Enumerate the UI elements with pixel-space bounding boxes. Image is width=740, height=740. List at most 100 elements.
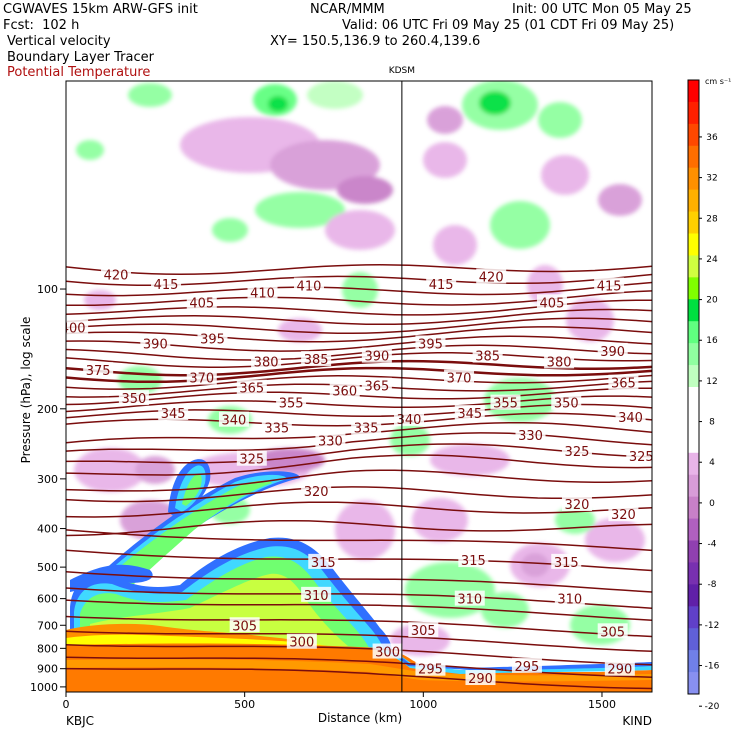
theta-contour xyxy=(66,529,652,552)
theta-label-bg xyxy=(315,432,346,448)
theta-label-bg xyxy=(608,506,639,522)
theta-label-bg xyxy=(251,353,282,369)
theta-label: 395 xyxy=(200,332,225,347)
theta-label: 325 xyxy=(565,445,590,460)
theta-label-bg xyxy=(329,382,360,398)
theta-label: 370 xyxy=(447,372,472,387)
colorbar-swatch xyxy=(688,540,699,563)
theta-label: 340 xyxy=(618,411,643,426)
theta-label: 350 xyxy=(554,397,579,412)
theta-contour xyxy=(66,469,652,492)
y-tick-label: 1000 xyxy=(30,681,58,694)
theta-label-bg xyxy=(301,586,332,602)
y-tick-label: 200 xyxy=(37,403,58,416)
theta-label: 315 xyxy=(311,556,336,571)
y-tick-label: 100 xyxy=(37,283,58,296)
left-endpoint-label: KBJC xyxy=(66,714,94,728)
colorbar-swatch xyxy=(688,343,699,366)
colorbar-swatch xyxy=(688,606,699,629)
theta-label-bg xyxy=(444,369,475,385)
x-axis: 0 500 1000 1500 xyxy=(63,692,616,711)
theta-contour xyxy=(66,308,652,326)
theta-label: 405 xyxy=(540,296,565,311)
theta-label-bg xyxy=(536,294,567,310)
theta-label: 415 xyxy=(154,278,179,293)
theta-label: 410 xyxy=(250,286,275,301)
y-tick-label: 300 xyxy=(37,473,58,486)
colorbar-swatch xyxy=(688,430,699,454)
theta-label-bg xyxy=(615,409,646,425)
theta-label-bg xyxy=(186,294,217,310)
theta-label: 320 xyxy=(565,498,590,513)
theta-contour xyxy=(66,374,652,390)
theta-label-bg xyxy=(101,266,132,282)
theta-contour xyxy=(66,264,652,275)
theta-label: 405 xyxy=(189,296,214,311)
theta-label: 385 xyxy=(475,350,500,365)
theta-label-bg xyxy=(415,335,446,351)
theta-label: 390 xyxy=(364,350,389,365)
theta-contour xyxy=(66,587,652,609)
theta-contour xyxy=(66,317,652,335)
colorbar-swatch xyxy=(688,80,699,103)
theta-label-bg xyxy=(454,405,485,421)
theta-label: 415 xyxy=(597,280,622,295)
colorbar-tick-label: -4 xyxy=(708,540,717,550)
colorbar-swatch xyxy=(688,387,699,410)
potential-temperature-labels: 400 420 415 405 410 410 415 420 405 415 390 395 380 3… xyxy=(66,266,652,687)
y-tick-label: 600 xyxy=(37,593,58,606)
theta-label-bg xyxy=(472,347,503,363)
colorbar-tick-label: 20 xyxy=(706,296,718,306)
colorbar-frame xyxy=(687,79,700,695)
theta-label-bg xyxy=(604,660,635,676)
colorbar: 36 32 28 24 20 16 12 8 4 0 -4 -8 -12 -16 -20 xyxy=(687,79,720,712)
theta-label: 315 xyxy=(461,554,486,569)
colorbar-swatch xyxy=(688,123,699,147)
theta-label: 365 xyxy=(364,380,389,395)
theta-label-bg xyxy=(511,657,542,673)
colorbar-swatch xyxy=(688,189,699,213)
theta-label-bg xyxy=(608,374,639,390)
theta-label: 390 xyxy=(143,337,168,352)
x-tick-label: 1500 xyxy=(588,698,616,711)
colorbar-tick-label: -12 xyxy=(705,621,720,631)
theta-contour xyxy=(66,326,652,343)
theta-label-bg xyxy=(351,419,382,435)
theta-contour xyxy=(66,443,652,464)
theta-label: 290 xyxy=(468,672,493,687)
header-valid: Valid: 06 UTC Fri 09 May 25 (01 CDT Fri … xyxy=(342,18,675,33)
theta-label-bg xyxy=(118,390,149,406)
theta-contour xyxy=(66,519,652,537)
theta-label-bg xyxy=(361,377,392,393)
theta-label-bg xyxy=(594,277,625,293)
x-tick-label: 500 xyxy=(234,698,255,711)
x-tick-label: 0 xyxy=(63,698,70,711)
colorbar-tick-label: -20 xyxy=(705,702,720,712)
theta-label-bg xyxy=(151,275,182,291)
theta-label: 320 xyxy=(611,508,636,523)
colorbar-swatch xyxy=(688,584,699,607)
theta-label-bg xyxy=(415,660,446,676)
theta-label: 335 xyxy=(354,422,379,437)
theta-label-bg xyxy=(301,351,332,367)
theta-label-bg xyxy=(301,483,332,499)
theta-contour xyxy=(66,344,652,361)
theta-contour xyxy=(66,615,652,638)
theta-label: 355 xyxy=(493,397,518,412)
theta-label-bg xyxy=(551,553,582,569)
theta-label-bg xyxy=(308,553,339,569)
colorbar-swatch xyxy=(688,365,699,388)
theta-label: 335 xyxy=(264,422,289,437)
colorbar-tick-label: 24 xyxy=(706,255,718,265)
colorbar-swatch xyxy=(688,672,699,695)
colorbar-swatch xyxy=(688,474,699,498)
colorbar-swatch xyxy=(688,628,699,651)
theta-label-bg xyxy=(554,590,585,606)
theta-label: 310 xyxy=(557,593,582,608)
theta-label-bg xyxy=(140,335,171,351)
theta-label-bg xyxy=(426,275,457,291)
theta-label: 365 xyxy=(239,382,264,397)
theta-label: 295 xyxy=(418,663,443,678)
colorbar-swatch xyxy=(688,408,699,432)
theta-contour xyxy=(66,599,652,621)
